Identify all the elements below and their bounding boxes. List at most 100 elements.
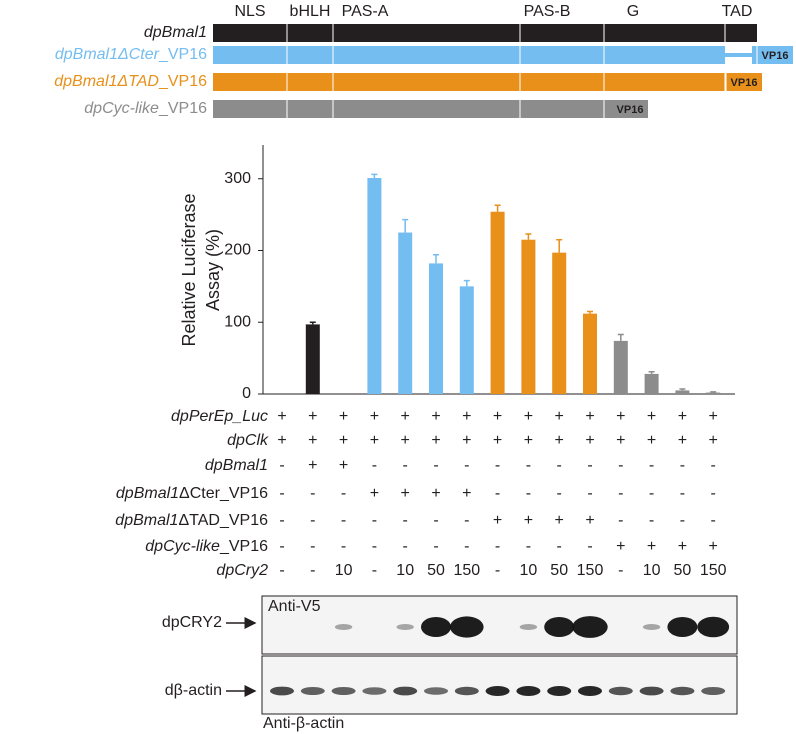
band [572,616,608,638]
bar [675,390,690,394]
antibody-label: Anti-V5 [268,598,321,615]
cell: + [462,485,471,502]
cell: + [370,485,379,502]
cell: + [401,485,410,502]
label-part: dpBmal1ΔCter [55,46,160,63]
band [300,687,325,695]
band [701,687,726,695]
band [334,624,353,630]
vp16-tag: VP16 [617,104,644,116]
y-tick-label: 100 [224,313,251,330]
cell: - [310,512,315,529]
label-part: dpBmal1 [115,512,178,529]
construct-bar [213,73,762,91]
band [670,686,695,696]
error-bar [710,391,717,393]
cell: - [618,562,623,579]
cell: + [462,408,471,425]
bar [521,239,536,394]
y-axis-label: Relative Luciferase [179,193,199,346]
cell: - [310,485,315,502]
cell: - [372,562,377,579]
cell: - [372,512,377,529]
cell: + [431,432,440,449]
label-part: dpClk [227,432,269,449]
cell: + [709,432,718,449]
band [547,686,572,696]
band [485,686,510,696]
error-bar [494,204,501,212]
band [667,617,698,637]
error-bar [433,254,439,264]
error-bar [556,238,563,253]
cell: + [431,485,440,502]
cell: - [587,457,592,474]
y-tick-label: 300 [224,170,251,187]
cell: + [647,538,656,555]
domain-label: bHLH [290,3,331,20]
cell: + [678,538,687,555]
band [424,687,448,695]
label-part: _VP16 [219,538,268,555]
cell: - [403,457,408,474]
blot-panel [261,655,738,715]
domain-label: PAS-B [524,3,571,20]
cell: - [433,538,438,555]
cell: + [647,408,656,425]
label-part: dpBmal1ΔTAD [54,73,159,90]
construct-bar [213,24,757,42]
cell: + [616,432,625,449]
cell: + [308,432,317,449]
cell: - [341,485,346,502]
label-part: _VP16 [158,100,207,117]
cell: - [495,457,500,474]
cell: - [341,512,346,529]
bar [398,232,413,394]
cell: + [524,432,533,449]
band [608,686,633,696]
cell: + [524,512,533,529]
label: dpCry2 [216,562,268,579]
linker [725,53,752,57]
cell: - [557,457,562,474]
y-axis-label: Assay (%) [203,229,223,311]
band [639,686,664,696]
label-part: _VP16 [158,46,207,63]
label: dpBmal1 [144,24,207,41]
label: dpPerEp_Luc [171,408,268,425]
cell: + [339,408,348,425]
label: dpBmal1ΔCter_VP16 [55,46,207,63]
blot-label: dpCRY2 [162,614,222,631]
label-part: _VP16 [158,73,207,90]
cell: 10 [396,562,414,579]
cell: - [310,562,315,579]
cell: + [555,408,564,425]
label-part: dpCyc-like [84,100,159,117]
label: dpCyc-like_VP16 [84,100,207,117]
cell: 10 [520,562,538,579]
cell: + [308,408,317,425]
band [270,686,294,696]
label-part: dpBmal1 [116,485,179,502]
label-part: dpBmal1 [205,457,268,474]
cell: 150 [577,562,604,579]
bar [429,263,443,394]
error-bar [617,333,624,341]
error-bar [525,233,532,240]
cell: - [618,485,623,502]
cell: - [587,538,592,555]
band [331,687,356,695]
vp16-box [752,46,793,64]
cell: - [618,457,623,474]
error-bar [463,279,470,287]
band [393,686,418,696]
cell: + [493,432,502,449]
band [544,617,575,637]
domain-label: NLS [234,3,265,20]
cell: - [649,485,654,502]
cell: 150 [700,562,727,579]
band [362,687,387,695]
cell: 50 [550,562,568,579]
cell: - [587,485,592,502]
